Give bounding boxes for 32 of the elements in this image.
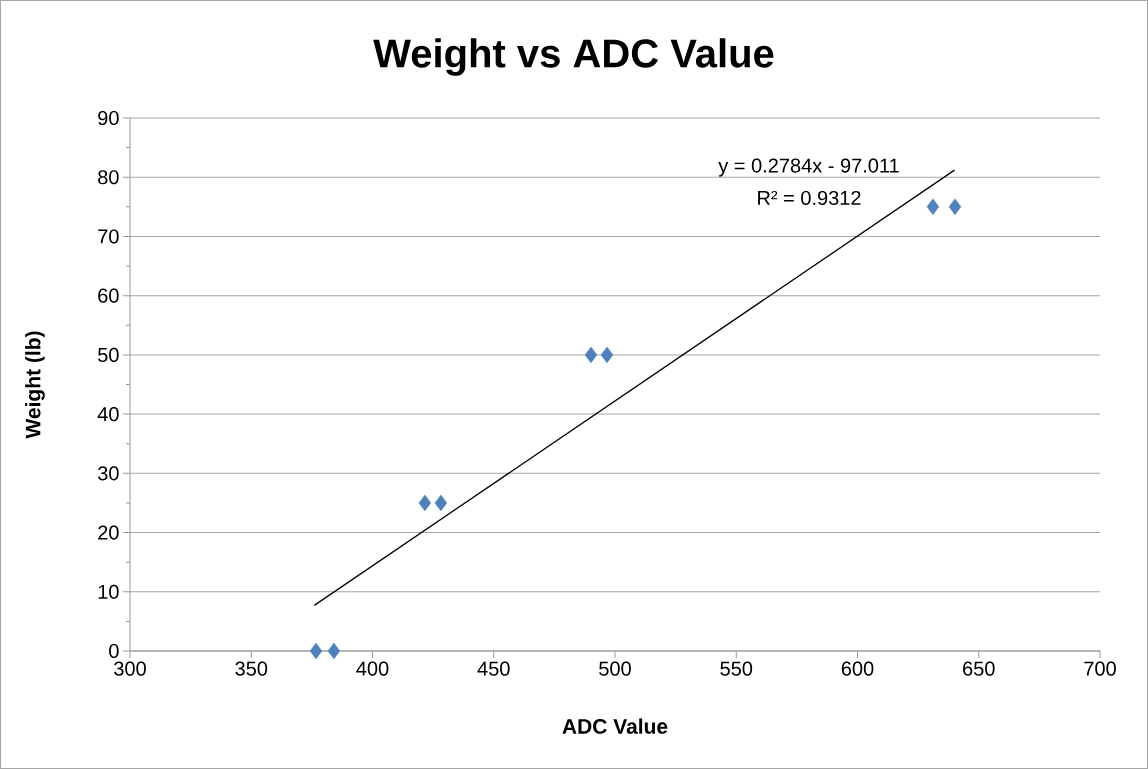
x-tick-label: 650 bbox=[963, 661, 995, 676]
x-tick-label: 300 bbox=[114, 661, 146, 676]
y-tick-label: 30 bbox=[97, 466, 119, 481]
y-tick-label: 70 bbox=[98, 229, 119, 244]
point bbox=[434, 494, 448, 512]
y-tick-label: 90 bbox=[98, 110, 119, 126]
x-tick-label: 400 bbox=[356, 661, 389, 676]
point bbox=[584, 346, 598, 364]
annotation: y = 0.2784x - 97.011 bbox=[718, 158, 899, 177]
y-tick-label: 50 bbox=[98, 347, 119, 362]
point bbox=[926, 198, 940, 216]
x-tick-label: 450 bbox=[477, 661, 510, 676]
chart-title: Weight vs ADC Value bbox=[373, 38, 774, 76]
y-tick-label: 0 bbox=[109, 643, 119, 659]
x-tick-label: 350 bbox=[235, 661, 268, 676]
y-tick-label: 80 bbox=[98, 170, 119, 185]
x-tick-label: 500 bbox=[599, 661, 631, 676]
y-tick-label: 40 bbox=[97, 407, 119, 422]
y-tick-label: 10 bbox=[98, 584, 119, 599]
x-tick-label: 700 bbox=[1084, 661, 1116, 676]
annotation: R² = 0.9312 bbox=[758, 190, 861, 206]
point bbox=[327, 642, 341, 660]
point bbox=[600, 346, 614, 364]
point bbox=[948, 198, 962, 216]
y-axis-title: Weight (lb) bbox=[25, 331, 45, 439]
point bbox=[309, 642, 323, 660]
x-tick-label: 600 bbox=[841, 661, 874, 676]
y-tick-label: 20 bbox=[98, 525, 119, 540]
y-tick-label: 60 bbox=[98, 288, 119, 303]
point bbox=[418, 494, 432, 512]
x-axis-title: ADC Value bbox=[562, 718, 668, 734]
x-tick-label: 550 bbox=[720, 661, 753, 676]
